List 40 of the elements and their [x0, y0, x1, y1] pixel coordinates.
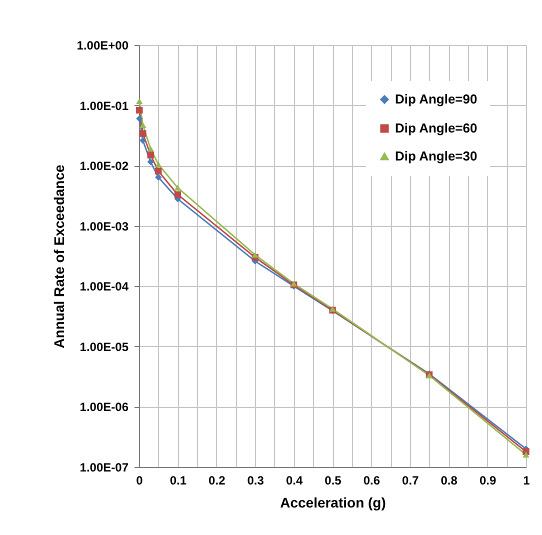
y-axis-title: Annual Rate of Exceedance — [50, 164, 67, 348]
x-axis-title: Acceleration (g) — [280, 494, 386, 510]
legend-label: Dip Angle=60 — [395, 120, 478, 136]
x-tick-label: 0.2 — [208, 474, 226, 488]
x-tick-label: 0.8 — [440, 474, 458, 488]
y-tick-label: 1.00E-07 — [80, 460, 129, 474]
y-tick-label: 1.00E-01 — [80, 98, 129, 113]
point — [140, 122, 146, 128]
y-tick-label: 1.00E-05 — [80, 340, 129, 354]
point — [154, 168, 162, 174]
y-tick-label: 1.00E-03 — [80, 219, 129, 234]
y-tick-label: 1.00E-04 — [80, 280, 129, 294]
point — [140, 130, 146, 137]
point — [522, 452, 530, 458]
point — [140, 137, 146, 144]
point — [136, 106, 143, 114]
x-tick-label: 0.3 — [247, 474, 264, 488]
x-tick-label: 0.6 — [363, 474, 380, 488]
x-tick-label: 0 — [136, 474, 144, 488]
x-tick-label: 1 — [523, 474, 530, 488]
y-tick-label: 1.00E-06 — [80, 400, 129, 414]
point — [252, 252, 258, 258]
x-tick-label: 0.1 — [170, 474, 187, 488]
y-tick-label: 1.00E+00 — [76, 38, 129, 52]
x-tick-label: 0.7 — [402, 474, 420, 488]
x-tick-label: 0.4 — [286, 474, 303, 488]
point — [174, 184, 182, 191]
point — [136, 115, 143, 122]
legend-label: Dip Angle=90 — [395, 92, 478, 106]
point — [147, 152, 154, 158]
point — [147, 146, 154, 152]
point — [174, 191, 182, 198]
point — [154, 174, 162, 181]
point — [154, 161, 162, 168]
legend-label: Dip Angle=30 — [395, 148, 478, 164]
y-tick-label: 1.00E-02 — [80, 159, 129, 174]
point — [136, 98, 143, 104]
x-tick-label: 0.9 — [479, 474, 496, 488]
x-tick-label: 0.5 — [324, 474, 342, 488]
point — [147, 158, 154, 166]
